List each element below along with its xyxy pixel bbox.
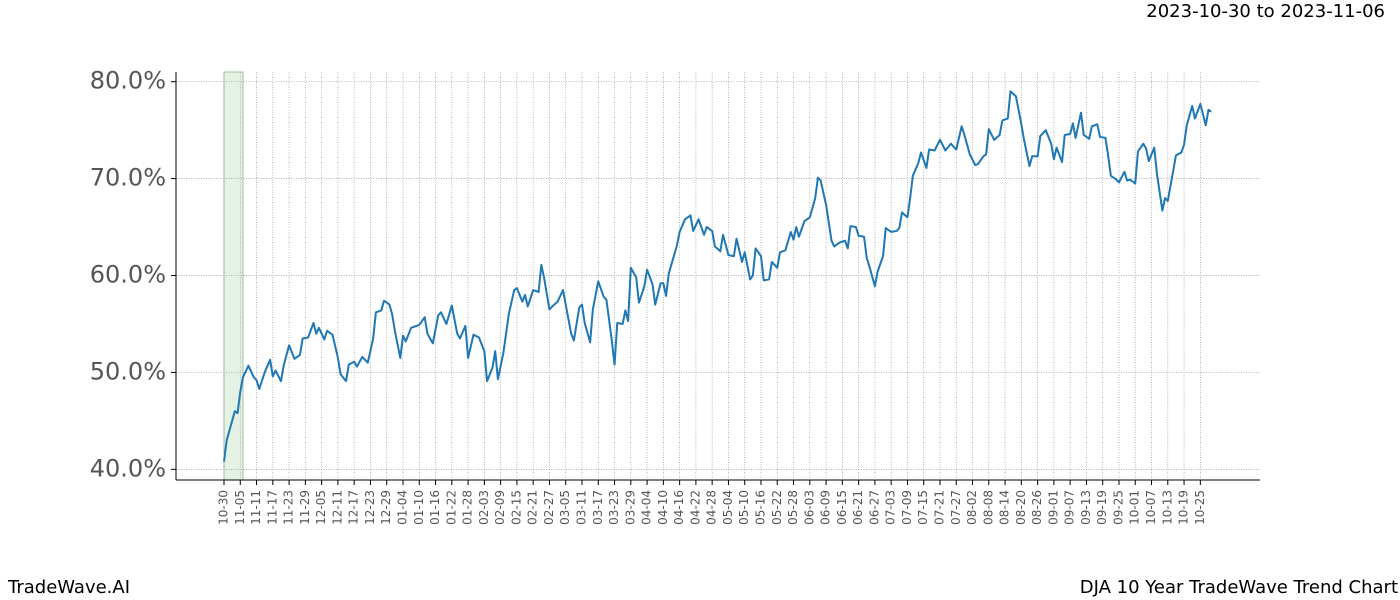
- x-tick-label: 10-07: [1144, 490, 1158, 525]
- x-tick-label: 02-09: [493, 490, 507, 525]
- x-tick-label: 10-19: [1177, 490, 1191, 525]
- x-tick-label: 03-05: [558, 490, 572, 525]
- x-tick-label: 07-15: [916, 490, 930, 525]
- x-tick-label: 07-09: [900, 490, 914, 525]
- x-tick-label: 12-05: [314, 490, 328, 525]
- x-tick-label: 09-19: [1095, 490, 1109, 525]
- y-tick-label: 70.0%: [90, 164, 166, 192]
- x-tick-label: 08-02: [965, 490, 979, 525]
- x-tick-label: 06-21: [851, 490, 865, 525]
- x-tick-label: 09-01: [1046, 490, 1060, 525]
- x-tick-label: 12-11: [330, 490, 344, 525]
- x-tick-label: 01-28: [461, 490, 475, 525]
- x-tick-label: 05-22: [770, 490, 784, 525]
- x-tick-label: 08-08: [981, 490, 995, 525]
- x-tick-label: 01-04: [395, 490, 409, 525]
- x-tick-label: 08-26: [1030, 490, 1044, 525]
- x-tick-label: 10-01: [1128, 490, 1142, 525]
- x-tick-label: 06-15: [835, 490, 849, 525]
- x-tick-label: 10-30: [217, 490, 231, 525]
- x-tick-label: 09-25: [1111, 490, 1125, 525]
- x-tick-label: 04-28: [705, 490, 719, 525]
- x-tick-label: 03-29: [623, 490, 637, 525]
- x-tick-label: 06-27: [867, 490, 881, 525]
- x-tick-label: 10-25: [1193, 490, 1207, 525]
- y-tick-label: 50.0%: [90, 357, 166, 385]
- x-tick-label: 02-15: [509, 490, 523, 525]
- x-tick-label: 07-27: [949, 490, 963, 525]
- x-tick-label: 11-05: [233, 490, 247, 525]
- x-tick-label: 10-13: [1160, 490, 1174, 525]
- x-tick-label: 01-10: [412, 490, 426, 525]
- x-tick-label: 12-23: [363, 490, 377, 525]
- x-tick-label: 02-03: [477, 490, 491, 525]
- x-tick-label: 09-07: [1063, 490, 1077, 525]
- x-tick-label: 12-17: [347, 490, 361, 525]
- x-tick-label: 04-16: [672, 490, 686, 525]
- x-tick-label: 12-29: [379, 490, 393, 525]
- y-tick-label: 60.0%: [90, 261, 166, 289]
- x-tick-label: 05-28: [786, 490, 800, 525]
- x-tick-label: 11-11: [249, 490, 263, 525]
- x-tick-label: 04-04: [640, 490, 654, 525]
- x-tick-label: 09-13: [1079, 490, 1093, 525]
- date-range: 2023-10-30 to 2023-11-06: [1146, 1, 1385, 22]
- x-tick-label: 05-16: [753, 490, 767, 525]
- x-tick-label: 01-22: [444, 490, 458, 525]
- chart-title: DJA 10 Year TradeWave Trend Chart: [1080, 577, 1398, 598]
- x-tick-label: 05-10: [737, 490, 751, 525]
- x-tick-label: 06-09: [819, 490, 833, 525]
- brand: TradeWave.AI: [7, 577, 130, 598]
- x-tick-label: 05-04: [721, 490, 735, 525]
- x-tick-label: 03-17: [591, 490, 605, 525]
- x-tick-label: 01-16: [428, 490, 442, 525]
- x-tick-label: 04-10: [656, 490, 670, 525]
- x-tick-label: 11-17: [265, 490, 279, 525]
- x-tick-label: 04-22: [688, 490, 702, 525]
- trend-line: [223, 90, 1212, 462]
- x-tick-label: 11-29: [298, 490, 312, 525]
- x-tick-label: 07-21: [932, 490, 946, 525]
- x-tick-label: 02-21: [526, 490, 540, 525]
- x-tick-label: 07-03: [884, 490, 898, 525]
- x-tick-label: 06-03: [802, 490, 816, 525]
- y-tick-label: 40.0%: [90, 454, 166, 482]
- x-tick-label: 03-11: [574, 490, 588, 525]
- x-tick-label: 03-23: [607, 490, 621, 525]
- x-tick-label: 11-23: [282, 490, 296, 525]
- y-tick-label: 80.0%: [90, 67, 166, 95]
- x-tick-label: 08-14: [998, 490, 1012, 525]
- x-tick-label: 02-27: [542, 490, 556, 525]
- x-tick-label: 08-20: [1014, 490, 1028, 525]
